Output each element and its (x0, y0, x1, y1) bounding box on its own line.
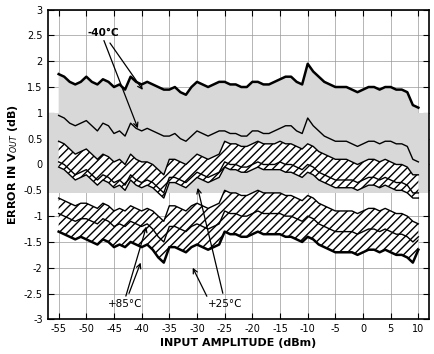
Y-axis label: ERROR IN V$_{OUT}$ (dB): ERROR IN V$_{OUT}$ (dB) (6, 104, 20, 225)
Bar (47, 113, 428, 193)
Text: -40°C: -40°C (87, 28, 142, 89)
Text: +25°C: +25°C (197, 189, 242, 309)
Text: +85°C: +85°C (108, 264, 142, 309)
X-axis label: INPUT AMPLITUDE (dBm): INPUT AMPLITUDE (dBm) (160, 338, 316, 348)
